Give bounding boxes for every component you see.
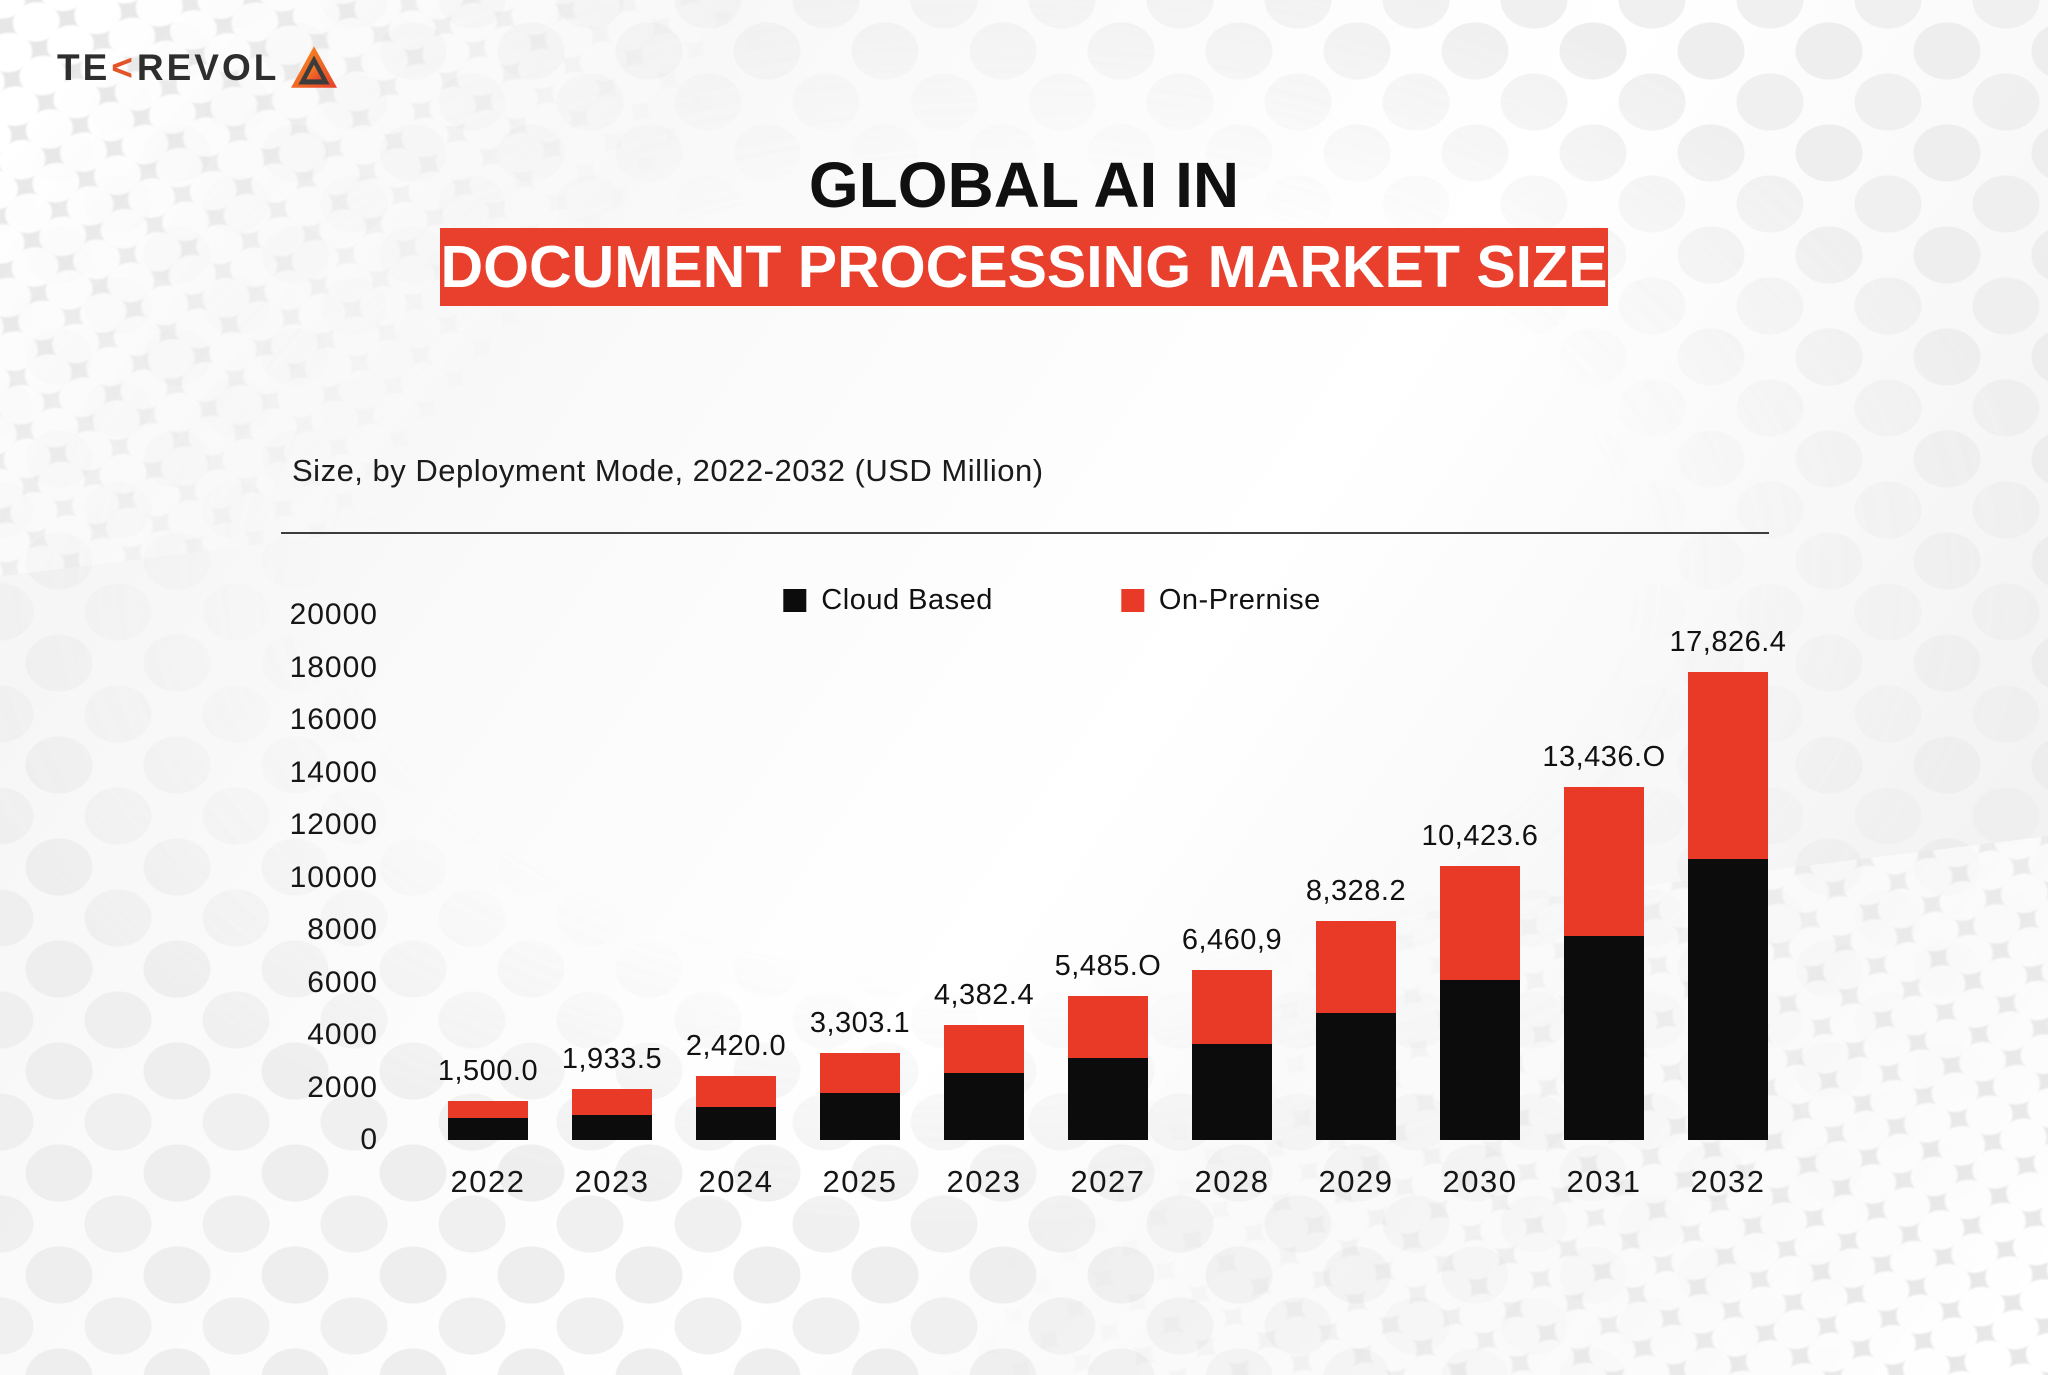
stacked-bar-2031-9	[1564, 787, 1644, 1140]
bar-total-label: 5,485.O	[1054, 950, 1162, 982]
x-axis-category-label: 2028	[1194, 1164, 1270, 1199]
bar-segment-on-premise	[1440, 866, 1520, 980]
bar-segment-on-premise	[1068, 996, 1148, 1058]
chart-title-line2: DOCUMENT PROCESSING MARKET SIZE	[440, 234, 1608, 300]
bar-total-label: 17,826.4	[1669, 626, 1787, 658]
bar-segment-cloud-based	[448, 1118, 528, 1140]
bar-segment-cloud-based	[696, 1107, 776, 1140]
chart-subtitle: Size, by Deployment Mode, 2022-2032 (USD…	[292, 453, 1044, 488]
bar-segment-on-premise	[696, 1076, 776, 1107]
stacked-bar-2023-1	[572, 1089, 652, 1140]
x-axis-category-label: 2022	[450, 1164, 526, 1199]
bar-total-label: 6,460,9	[1181, 924, 1283, 956]
bar-total-label: 4,382.4	[933, 979, 1035, 1011]
bar-segment-on-premise	[944, 1025, 1024, 1073]
bar-segment-cloud-based	[944, 1073, 1024, 1140]
legend-label: Cloud Based	[821, 584, 993, 616]
x-axis-category-label: 2030	[1442, 1164, 1518, 1199]
bar-total-label: 13,436.O	[1542, 741, 1666, 773]
bar-total-label: 10,423.6	[1421, 820, 1539, 852]
stacked-bar-2023-4	[944, 1025, 1024, 1140]
x-axis-category-label: 2024	[698, 1164, 774, 1199]
tekrevol-triangle-icon	[291, 46, 338, 88]
y-axis-tick-label: 18000	[289, 650, 378, 684]
x-axis-category-label: 2031	[1566, 1164, 1642, 1199]
x-axis-category-label: 2025	[822, 1164, 898, 1199]
stacked-bar-2029-7	[1316, 921, 1396, 1140]
bar-segment-on-premise	[572, 1089, 652, 1115]
logo-k-chevron: <	[111, 46, 136, 88]
stacked-bar-2032-10	[1688, 672, 1768, 1140]
bar-segment-cloud-based	[572, 1115, 652, 1140]
chart-title-banner: DOCUMENT PROCESSING MARKET SIZE	[440, 228, 1608, 306]
logo-wordmark: TE<REVOL	[57, 46, 280, 88]
bar-segment-cloud-based	[1316, 1013, 1396, 1140]
bar-segment-on-premise	[820, 1053, 900, 1093]
tekrevol-logo: TE<REVOL	[57, 46, 338, 88]
bar-segment-cloud-based	[1688, 859, 1768, 1140]
y-axis-tick-label: 16000	[289, 703, 378, 736]
bar-total-label: 2,420.0	[685, 1030, 787, 1062]
stacked-bar-2028-6	[1192, 970, 1272, 1140]
bar-segment-on-premise	[1316, 921, 1396, 1013]
x-axis-category-label: 2023	[946, 1164, 1022, 1199]
bar-total-label: 3,303.1	[809, 1007, 911, 1039]
x-axis-category-label: 2032	[1690, 1164, 1766, 1199]
chart-title-line1: GLOBAL AI IN	[808, 149, 1240, 221]
bar-segment-cloud-based	[1192, 1044, 1272, 1140]
y-axis-tick-label: 0	[360, 1123, 378, 1156]
legend-item-cloud-based: Cloud Based	[783, 584, 993, 617]
bar-segment-on-premise	[448, 1101, 528, 1118]
stacked-bar-2030-8	[1440, 866, 1520, 1140]
bar-segment-on-premise	[1564, 787, 1644, 936]
bar-segment-cloud-based	[1068, 1058, 1148, 1140]
bar-segment-cloud-based	[1440, 980, 1520, 1140]
divider-line	[281, 532, 1769, 534]
legend-swatch-black	[783, 589, 807, 612]
bar-segment-cloud-based	[1564, 936, 1644, 1140]
y-axis-tick-label: 2000	[307, 1070, 378, 1104]
y-axis-tick-label: 10000	[289, 860, 378, 894]
y-axis-tick-label: 14000	[289, 755, 378, 789]
y-axis-tick-label: 20000	[289, 598, 378, 631]
y-axis-tick-label: 6000	[307, 965, 378, 999]
legend-swatch-red	[1120, 589, 1144, 612]
bar-segment-on-premise	[1688, 672, 1768, 859]
bar-segment-on-premise	[1192, 970, 1272, 1044]
legend-label: On-Prernise	[1158, 584, 1321, 616]
y-axis-tick-label: 8000	[307, 913, 378, 946]
bar-total-label: 8,328.2	[1305, 875, 1407, 907]
legend-item-on-premise: On-Prernise	[1120, 584, 1321, 617]
stacked-bar-2025-3	[820, 1053, 900, 1140]
y-axis-tick-label: 12000	[289, 808, 378, 841]
stacked-bar-2022-0	[448, 1101, 528, 1140]
x-axis-category-label: 2029	[1318, 1164, 1394, 1199]
bar-total-label: 1,933.5	[561, 1043, 663, 1075]
stacked-bar-2024-2	[696, 1076, 776, 1140]
y-axis-tick-label: 4000	[307, 1018, 378, 1051]
chart-legend: Cloud Based On-Prernise	[783, 584, 1320, 617]
bar-total-label: 1,500.0	[437, 1055, 539, 1087]
stacked-bar-2027-5	[1068, 996, 1148, 1140]
bar-segment-cloud-based	[820, 1093, 900, 1140]
x-axis-category-label: 2023	[574, 1164, 650, 1199]
x-axis-category-label: 2027	[1070, 1164, 1146, 1199]
